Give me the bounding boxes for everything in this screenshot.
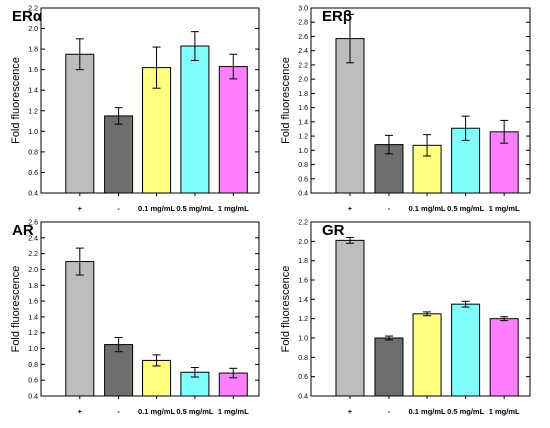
bar [489, 318, 519, 397]
y-tick-label: 0.8 [28, 149, 38, 156]
y-tick-label: 2.4 [28, 235, 38, 242]
x-tick-label: - [117, 407, 120, 416]
y-tick-label: 2.0 [298, 239, 308, 246]
y-tick-label: 1.6 [28, 67, 38, 74]
panel-ar: AR Fold fluorescence 0.4 0.6 0.8 1.0 1.2 1.4 1… [10, 220, 260, 416]
x-tick-label: 0.5 mg/mL [447, 204, 485, 213]
y-tick-label: 0.4 [298, 191, 308, 198]
y-tick-label: 2.6 [28, 220, 38, 227]
bar [65, 53, 95, 194]
plot-area: 0.4 0.6 0.8 1.0 1.2 1.4 1.6 1.8 2.0 2.2 2.4 2.6 + - 0.… [28, 220, 260, 416]
panel-title: AR [12, 222, 34, 239]
bar [65, 261, 95, 397]
y-tick-label: 0.4 [28, 191, 38, 198]
bar [335, 239, 365, 397]
y-tick-label: 2.4 [298, 48, 308, 55]
x-tick-label: - [388, 407, 391, 416]
y-tick-label: 1.4 [298, 297, 308, 304]
y-tick-label: 1.6 [298, 278, 308, 285]
y-tick-label: 0.4 [298, 394, 308, 401]
bar [104, 115, 134, 194]
panel-erb: ERβ Fold fluorescence 0.4 0.6 0.8 1.0 1.2 1.4… [280, 6, 531, 213]
panel-gr: GR Fold fluorescence 0.4 0.6 0.8 1.0 1.2 1.4 1… [280, 220, 531, 416]
y-tick-label: 2.0 [298, 77, 308, 84]
y-tick-label: 0.4 [28, 394, 38, 401]
y-tick-label: 2.2 [28, 6, 38, 13]
y-tick-label: 1.6 [298, 105, 308, 112]
y-tick-label: 0.6 [298, 374, 308, 381]
x-tick-label: 0.5 mg/mL [447, 407, 485, 416]
bar [451, 303, 481, 397]
y-tick-label: 0.6 [28, 378, 38, 385]
y-tick-label: 0.8 [28, 362, 38, 369]
bar [374, 337, 404, 397]
y-axis-label: Fold fluorescence [10, 57, 22, 144]
y-tick-label: 1.2 [28, 108, 38, 115]
y-tick-label: 1.0 [28, 129, 38, 136]
x-tick-label: + [348, 204, 353, 213]
x-tick-label: 0.1 mg/mL [409, 204, 447, 213]
y-tick-label: 2.6 [298, 34, 308, 41]
x-tick-label: 0.5 mg/mL [176, 204, 214, 213]
y-tick-label: 0.6 [28, 170, 38, 177]
x-tick-label: 1 mg/mL [489, 407, 520, 416]
y-tick-label: 0.8 [298, 162, 308, 169]
y-tick-label: 1.6 [28, 299, 38, 306]
y-axis-label: Fold fluorescence [10, 266, 22, 353]
x-tick-label: 1 mg/mL [218, 407, 249, 416]
x-tick-label: 0.1 mg/mL [409, 407, 447, 416]
bar [335, 38, 365, 194]
panel-era: ERα Fold fluorescence 0.4 0.6 0.8 1.0 1.2 1.4… [10, 6, 260, 213]
x-tick-label: 0.5 mg/mL [176, 407, 214, 416]
bar [218, 66, 248, 194]
x-tick-label: + [348, 407, 353, 416]
y-tick-label: 1.2 [28, 330, 38, 337]
y-tick-label: 1.0 [298, 148, 308, 155]
bar [180, 45, 210, 194]
y-tick-label: 1.8 [298, 258, 308, 265]
y-tick-label: 1.8 [28, 283, 38, 290]
y-tick-label: 1.0 [28, 346, 38, 353]
bar [104, 344, 134, 397]
bar [412, 313, 442, 397]
x-tick-label: 1 mg/mL [489, 204, 520, 213]
y-tick-label: 0.6 [298, 176, 308, 183]
x-tick-label: + [78, 407, 83, 416]
y-tick-label: 1.0 [298, 336, 308, 343]
y-tick-label: 1.8 [28, 47, 38, 54]
y-tick-label: 2.8 [298, 20, 308, 27]
y-tick-label: 1.8 [298, 91, 308, 98]
plot-area: 0.4 0.6 0.8 1.0 1.2 1.4 1.6 1.8 2.0 2.2 + - 0.1 mg/m… [298, 220, 531, 416]
y-tick-label: 1.4 [28, 88, 38, 95]
y-tick-label: 2.2 [298, 62, 308, 69]
plot-area: 0.4 0.6 0.8 1.0 1.2 1.4 1.6 1.8 2.0 2.2 + - 0.1 mg/m… [28, 6, 260, 213]
y-tick-label: 2.2 [28, 251, 38, 258]
y-tick-label: 0.8 [298, 355, 308, 362]
x-tick-label: 1 mg/mL [218, 204, 249, 213]
y-axis-label: Fold fluorescence [280, 266, 292, 353]
x-tick-label: - [388, 204, 391, 213]
panel-title: GR [322, 222, 345, 239]
y-tick-label: 1.4 [28, 314, 38, 321]
x-tick-label: 0.1 mg/mL [138, 407, 176, 416]
y-tick-label: 1.2 [298, 316, 308, 323]
panel-title: ERβ [322, 8, 352, 25]
bar [489, 131, 519, 194]
y-tick-label: 2.0 [28, 267, 38, 274]
x-tick-label: + [78, 204, 83, 213]
x-tick-label: 0.1 mg/mL [138, 204, 176, 213]
plot-area: 0.4 0.6 0.8 1.0 1.2 1.4 1.6 1.8 2.0 2.2 2.4 2.6 2.8 3… [298, 6, 531, 213]
y-tick-label: 1.2 [298, 134, 308, 141]
y-tick-label: 2.0 [28, 26, 38, 33]
panel-title: ERα [12, 8, 43, 25]
y-axis-label: Fold fluorescence [280, 57, 292, 144]
y-tick-label: 2.2 [298, 220, 308, 227]
y-tick-label: 1.4 [298, 119, 308, 126]
y-tick-label: 3.0 [298, 6, 308, 13]
x-tick-label: - [117, 204, 120, 213]
